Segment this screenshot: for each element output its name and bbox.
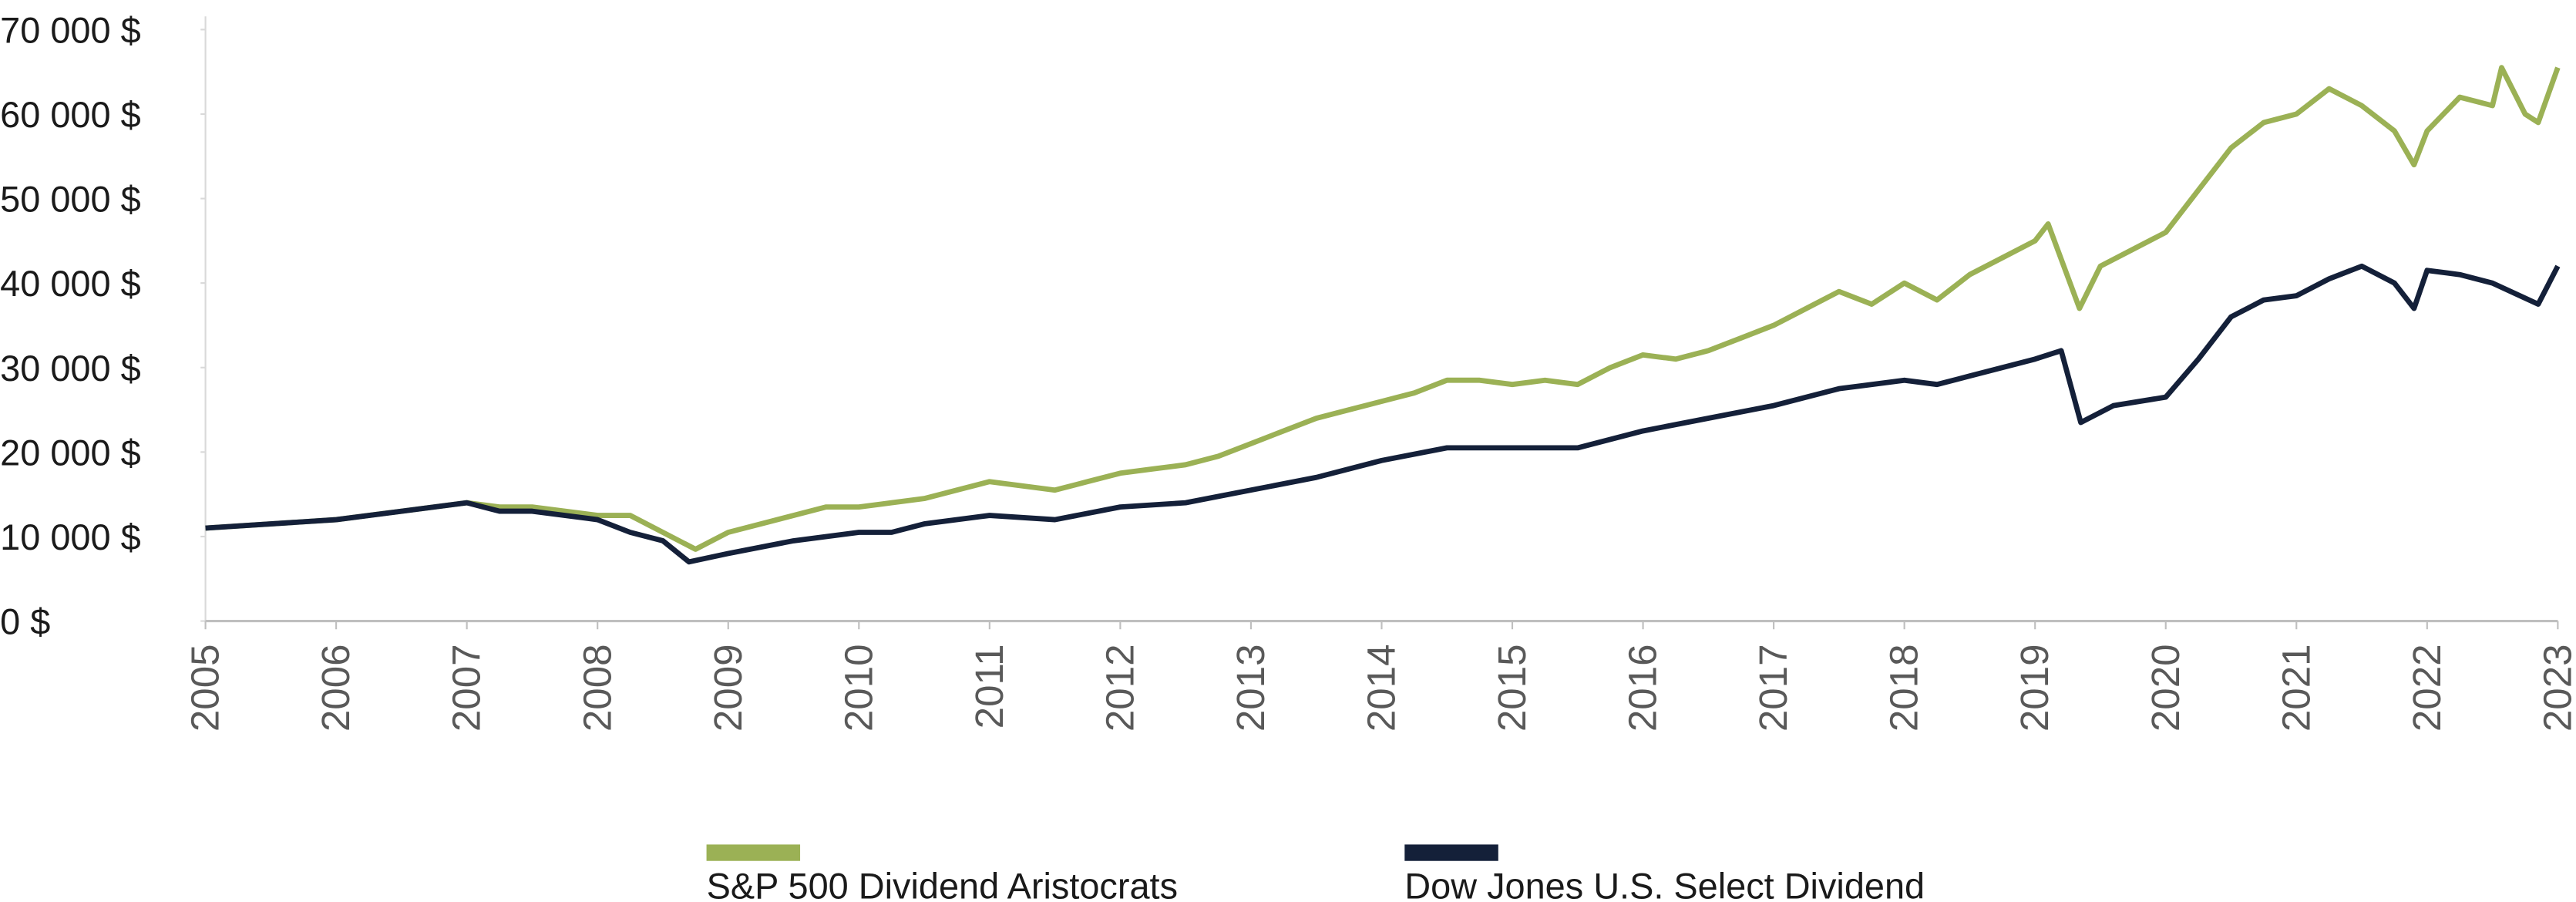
- x-tick-label: 2013: [1229, 644, 1273, 732]
- y-tick-label: 30 000 $: [0, 348, 140, 389]
- x-tick-label: 2016: [1621, 644, 1665, 732]
- x-tick-label: 2005: [183, 644, 227, 732]
- legend-label: S&P 500 Dividend Aristocrats: [707, 867, 1178, 902]
- series-line: [205, 65, 2561, 552]
- x-tick-label: 2014: [1360, 644, 1404, 732]
- y-tick-label: 50 000 $: [0, 180, 140, 220]
- y-tick-label: 70 000 $: [0, 10, 140, 50]
- legend-swatch: [1404, 844, 1498, 861]
- x-tick-label: 2017: [1751, 644, 1795, 732]
- y-tick-label: 20 000 $: [0, 432, 140, 473]
- x-tick-label: 2015: [1490, 644, 1534, 732]
- legend-swatch: [706, 844, 801, 861]
- x-tick-label: 2020: [2144, 644, 2188, 732]
- y-tick-label: 60 000 $: [0, 95, 140, 135]
- x-tick-label: 2022: [2405, 644, 2449, 732]
- y-tick-label: 0 $: [0, 602, 50, 642]
- legend-label: Dow Jones U.S. Select Dividend: [1404, 867, 1925, 902]
- x-tick-label: 2018: [1882, 644, 1926, 732]
- x-tick-label: 2011: [967, 644, 1011, 729]
- x-tick-label: 2021: [2274, 644, 2318, 732]
- x-tick-label: 2008: [575, 644, 619, 732]
- x-tick-label: 2023: [2535, 644, 2576, 732]
- x-tick-label: 2012: [1098, 644, 1142, 732]
- series-line: [205, 263, 2561, 565]
- x-tick-label: 2010: [836, 644, 880, 732]
- x-tick-label: 2007: [445, 644, 489, 732]
- y-tick-label: 40 000 $: [0, 264, 140, 304]
- x-tick-label: 2006: [314, 644, 358, 732]
- y-tick-label: 10 000 $: [0, 517, 140, 557]
- x-tick-label: 2009: [706, 644, 750, 732]
- x-tick-label: 2019: [2013, 644, 2056, 732]
